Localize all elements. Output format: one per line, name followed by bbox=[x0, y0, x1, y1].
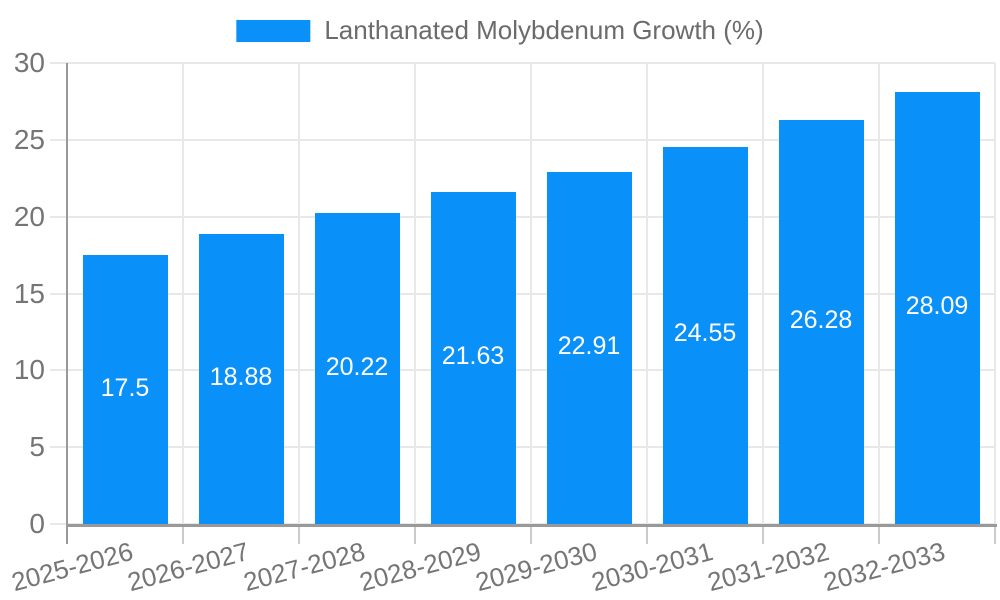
y-axis-tick-label: 20 bbox=[13, 200, 45, 232]
y-axis-tick-label: 5 bbox=[29, 431, 45, 463]
x-axis-tick-mark bbox=[298, 527, 300, 544]
bar-value-label: 18.88 bbox=[209, 362, 273, 391]
legend-label: Lanthanated Molybdenum Growth (%) bbox=[324, 15, 764, 45]
bar: 18.88 bbox=[198, 233, 284, 524]
x-gridline bbox=[994, 63, 996, 524]
y-gridline bbox=[50, 215, 995, 218]
y-gridline bbox=[50, 369, 995, 372]
x-axis-tick-mark bbox=[762, 527, 764, 544]
x-axis-tick-mark bbox=[994, 527, 996, 544]
bar: 28.09 bbox=[894, 92, 980, 524]
bar: 17.5 bbox=[82, 255, 168, 524]
x-axis-label: 2030-2031 bbox=[587, 536, 716, 598]
x-axis-tick-mark bbox=[182, 527, 184, 544]
y-axis-tick-label: 0 bbox=[29, 508, 45, 539]
x-axis-label: 2029-2030 bbox=[471, 536, 600, 598]
y-axis-tick-label: 15 bbox=[13, 277, 45, 309]
x-axis-label: 2027-2028 bbox=[239, 536, 368, 598]
x-axis-tick-mark bbox=[414, 527, 416, 544]
bar-value-label: 26.28 bbox=[789, 306, 853, 335]
x-gridline bbox=[414, 63, 416, 524]
x-axis-label: 2026-2027 bbox=[123, 536, 252, 598]
bar-value-label: 17.5 bbox=[100, 373, 150, 402]
x-axis-tick-mark bbox=[878, 527, 880, 544]
x-axis-tick-mark bbox=[646, 527, 648, 544]
bar-value-label: 20.22 bbox=[325, 352, 389, 381]
x-gridline bbox=[530, 63, 532, 524]
bar-value-label: 21.63 bbox=[441, 341, 505, 370]
x-gridline bbox=[646, 63, 648, 524]
y-gridline bbox=[50, 292, 995, 295]
y-axis-tick-label: 25 bbox=[13, 123, 45, 155]
legend-swatch bbox=[236, 19, 311, 42]
x-axis-tick-mark bbox=[530, 527, 532, 544]
x-axis-label: 2025-2026 bbox=[7, 536, 136, 598]
y-gridline bbox=[50, 446, 995, 449]
bar: 20.22 bbox=[314, 213, 400, 524]
x-gridline bbox=[182, 63, 184, 524]
bar: 24.55 bbox=[662, 146, 748, 524]
x-axis-line bbox=[66, 524, 997, 527]
bar-value-label: 24.55 bbox=[673, 319, 737, 348]
x-gridline bbox=[762, 63, 764, 524]
y-axis-line bbox=[66, 63, 68, 544]
legend[interactable]: Lanthanated Molybdenum Growth (%) bbox=[236, 15, 764, 46]
x-axis-label: 2031-2032 bbox=[703, 536, 832, 598]
bar-value-label: 28.09 bbox=[905, 292, 969, 321]
x-gridline bbox=[298, 63, 300, 524]
y-axis-tick-label: 30 bbox=[13, 47, 45, 78]
y-axis-tick-label: 10 bbox=[13, 354, 45, 386]
y-gridline bbox=[50, 62, 995, 64]
y-gridline bbox=[50, 138, 995, 141]
bar: 26.28 bbox=[778, 120, 864, 524]
bar: 22.91 bbox=[546, 171, 632, 524]
bar-value-label: 22.91 bbox=[557, 331, 621, 360]
x-axis-label: 2028-2029 bbox=[355, 536, 484, 598]
x-gridline bbox=[878, 63, 880, 524]
x-axis-label: 2032-2033 bbox=[819, 536, 948, 598]
bar: 21.63 bbox=[430, 191, 516, 524]
